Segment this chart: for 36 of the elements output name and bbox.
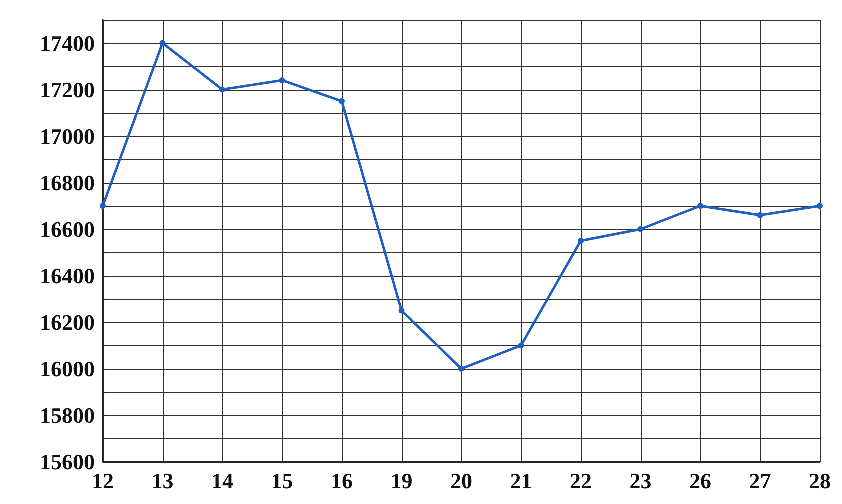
y-tick-label: 17000 bbox=[40, 124, 95, 149]
point bbox=[100, 203, 106, 210]
x-tick-label: 27 bbox=[749, 468, 772, 494]
x-tick-label: 12 bbox=[92, 468, 114, 494]
point bbox=[578, 238, 584, 244]
x-tick-label: 14 bbox=[212, 468, 234, 494]
x-tick-label: 28 bbox=[809, 468, 831, 494]
y-tick-label: 17400 bbox=[40, 30, 95, 56]
x-tick-label: 22 bbox=[570, 468, 592, 494]
x-tick-label: 26 bbox=[690, 468, 712, 494]
point bbox=[817, 203, 823, 210]
x-tick-label: 21 bbox=[510, 468, 532, 494]
point bbox=[220, 86, 226, 93]
x-tick-label: 16 bbox=[331, 468, 353, 494]
point bbox=[518, 342, 524, 349]
point bbox=[279, 77, 286, 84]
point bbox=[638, 226, 644, 232]
y-tick-label: 16200 bbox=[40, 310, 95, 335]
point bbox=[757, 212, 764, 218]
y-tick-label: 15800 bbox=[40, 402, 95, 428]
x-tick-label: 19 bbox=[390, 468, 413, 494]
point bbox=[398, 308, 405, 314]
x-tick-label: 15 bbox=[271, 468, 294, 494]
x-tick-label: 13 bbox=[152, 468, 174, 494]
point bbox=[458, 366, 464, 372]
x-tick-label: 20 bbox=[450, 468, 472, 494]
y-tick-label: 16800 bbox=[40, 170, 95, 196]
point bbox=[339, 98, 345, 104]
point bbox=[698, 203, 704, 210]
point bbox=[160, 40, 166, 46]
y-tick-label: 16000 bbox=[40, 356, 95, 382]
y-tick-label: 16600 bbox=[40, 216, 95, 242]
y-tick-label: 17200 bbox=[40, 77, 95, 102]
x-tick-label: 23 bbox=[630, 468, 652, 494]
y-tick-label: 15600 bbox=[40, 450, 95, 474]
y-tick-label: 16400 bbox=[40, 263, 95, 288]
